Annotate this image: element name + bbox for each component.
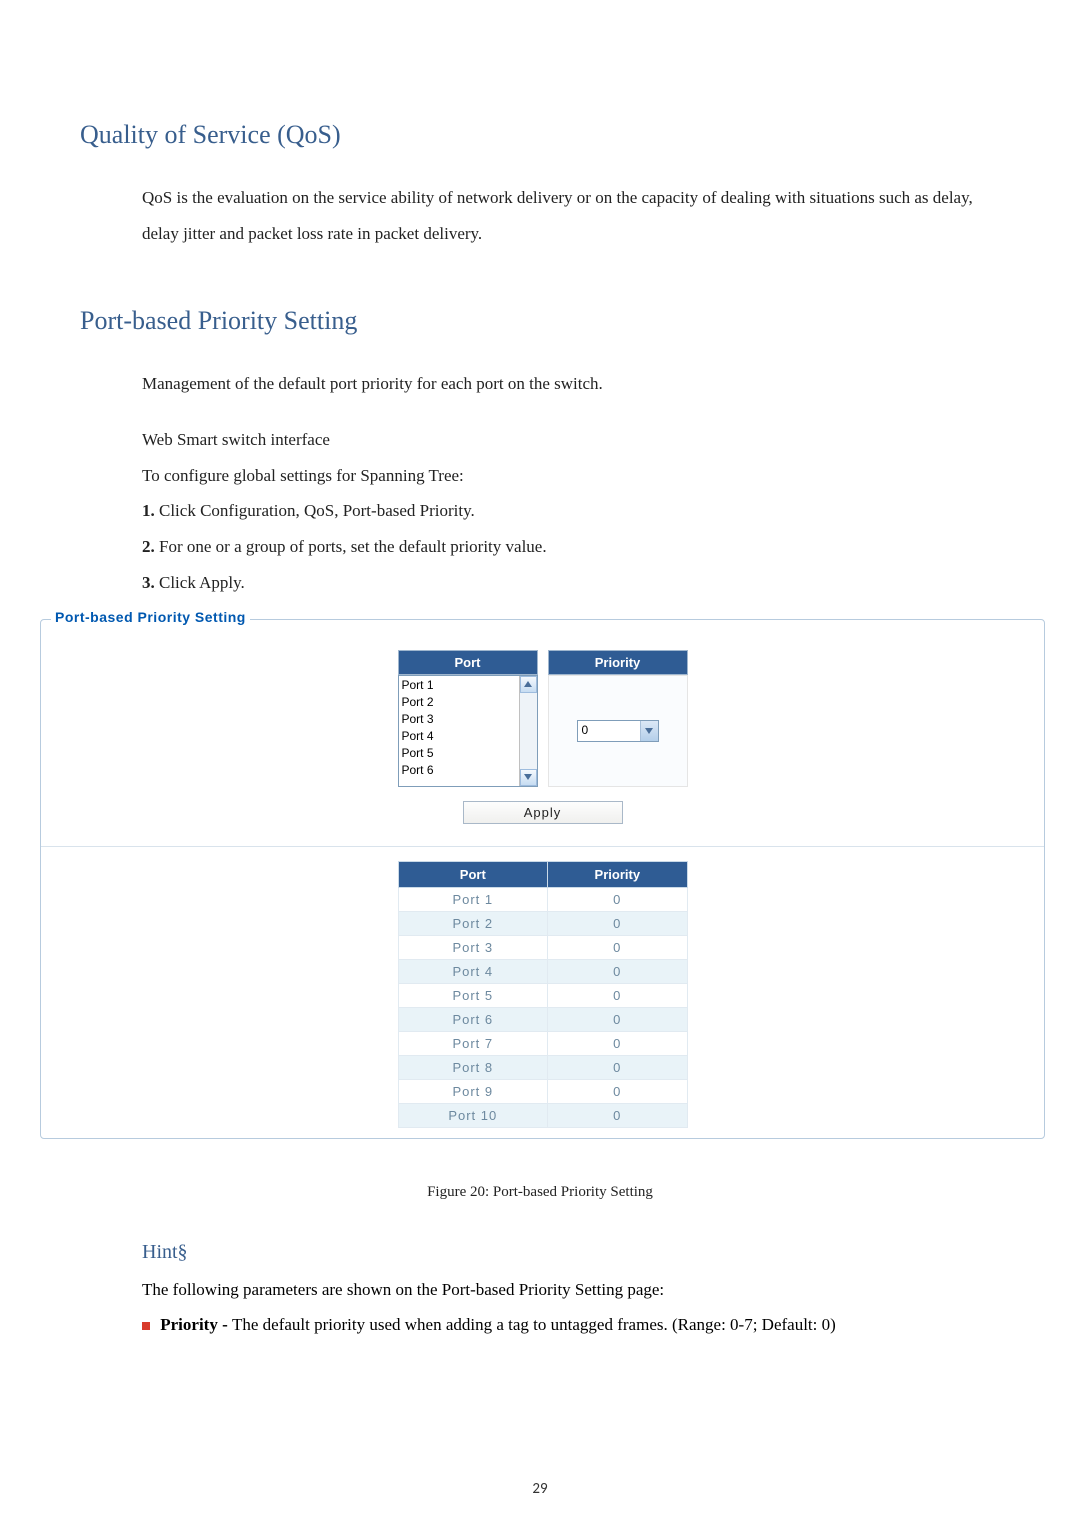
hint-intro: The following parameters are shown on th… <box>142 1272 1000 1308</box>
cell-port: Port 7 <box>398 1031 548 1055</box>
interface-line: Web Smart switch interface <box>142 422 980 458</box>
step-num-2: 2. <box>142 537 155 556</box>
step-num-3: 3. <box>142 573 155 592</box>
priority-result-table: Port Priority Port 10 Port 20 Port 30 Po… <box>398 861 688 1128</box>
priority-select[interactable]: 0 <box>577 720 659 742</box>
cell-port: Port 4 <box>398 959 548 983</box>
port-list-items: Port 1 Port 2 Port 3 Port 4 Port 5 Port … <box>399 676 519 786</box>
document-page: Quality of Service (QoS) QoS is the eval… <box>0 0 1080 1528</box>
step-text-1: Click Configuration, QoS, Port-based Pri… <box>155 501 475 520</box>
scroll-down-button[interactable] <box>520 769 537 786</box>
qos-heading: Quality of Service (QoS) <box>80 120 1000 150</box>
hint-heading: Hint§ <box>142 1241 1000 1264</box>
config-line: To configure global settings for Spannin… <box>142 458 980 494</box>
bullet-square-icon <box>142 1322 150 1330</box>
priority-select-value: 0 <box>578 721 640 741</box>
step-text-3: Click Apply. <box>155 573 245 592</box>
cell-port: Port 2 <box>398 911 548 935</box>
cell-port: Port 5 <box>398 983 548 1007</box>
cell-port: Port 6 <box>398 1007 548 1031</box>
step-text-2: For one or a group of ports, set the def… <box>155 537 547 556</box>
cell-port: Port 10 <box>398 1103 548 1127</box>
port-priority-fieldset: Port-based Priority Setting Port Port 1 … <box>40 619 1045 1139</box>
table-row: Port 90 <box>398 1079 687 1103</box>
cell-priority: 0 <box>548 887 687 911</box>
cell-priority: 0 <box>548 1103 687 1127</box>
table-row: Port 10 <box>398 887 687 911</box>
priority-column: Priority 0 <box>548 650 688 787</box>
cell-port: Port 8 <box>398 1055 548 1079</box>
scrollbar[interactable] <box>519 676 537 786</box>
port-option[interactable]: Port 5 <box>402 745 516 762</box>
port-column-header: Port <box>398 650 538 675</box>
scroll-track[interactable] <box>520 693 537 769</box>
scroll-up-button[interactable] <box>520 676 537 693</box>
cell-port: Port 1 <box>398 887 548 911</box>
cell-port: Port 3 <box>398 935 548 959</box>
port-listbox[interactable]: Port 1 Port 2 Port 3 Port 4 Port 5 Port … <box>398 675 538 787</box>
hint-bullet-label: Priority - <box>160 1315 232 1334</box>
chevron-down-icon <box>645 728 653 734</box>
table-row: Port 70 <box>398 1031 687 1055</box>
table-row: Port 20 <box>398 911 687 935</box>
table-row: Port 100 <box>398 1103 687 1127</box>
table-row: Port 50 <box>398 983 687 1007</box>
cell-priority: 0 <box>548 1007 687 1031</box>
cell-priority: 0 <box>548 1055 687 1079</box>
cell-priority: 0 <box>548 959 687 983</box>
step-1: 1. Click Configuration, QoS, Port-based … <box>142 493 980 529</box>
port-option[interactable]: Port 2 <box>402 694 516 711</box>
cell-priority: 0 <box>548 1031 687 1055</box>
step-3: 3. Click Apply. <box>142 565 980 601</box>
table-row: Port 30 <box>398 935 687 959</box>
cell-priority: 0 <box>548 1079 687 1103</box>
apply-row: Apply <box>41 801 1044 824</box>
config-row: Port Port 1 Port 2 Port 3 Port 4 Port 5 … <box>41 650 1044 787</box>
fieldset-legend: Port-based Priority Setting <box>51 609 250 625</box>
port-column: Port Port 1 Port 2 Port 3 Port 4 Port 5 … <box>398 650 538 787</box>
priority-select-button[interactable] <box>640 721 658 741</box>
port-option[interactable]: Port 1 <box>402 677 516 694</box>
table-row: Port 40 <box>398 959 687 983</box>
port-option[interactable]: Port 4 <box>402 728 516 745</box>
divider <box>41 846 1044 847</box>
port-priority-intro: Management of the default port priority … <box>142 366 980 402</box>
table-row: Port 60 <box>398 1007 687 1031</box>
figure-caption: Figure 20: Port-based Priority Setting <box>80 1184 1000 1201</box>
cell-priority: 0 <box>548 983 687 1007</box>
port-option[interactable]: Port 3 <box>402 711 516 728</box>
cell-port: Port 9 <box>398 1079 548 1103</box>
hint-bullet: Priority - The default priority used whe… <box>142 1307 1000 1343</box>
result-header-port: Port <box>398 861 548 887</box>
table-row: Port 80 <box>398 1055 687 1079</box>
chevron-up-icon <box>524 681 532 687</box>
priority-column-header: Priority <box>548 650 688 675</box>
apply-button[interactable]: Apply <box>463 801 623 824</box>
chevron-down-icon <box>524 774 532 780</box>
cell-priority: 0 <box>548 935 687 959</box>
step-2: 2. For one or a group of ports, set the … <box>142 529 980 565</box>
qos-body: QoS is the evaluation on the service abi… <box>142 180 980 251</box>
result-header-priority: Priority <box>548 861 687 887</box>
hint-bullet-text: The default priority used when adding a … <box>232 1315 836 1334</box>
port-priority-heading: Port-based Priority Setting <box>80 306 1000 336</box>
result-tbody: Port 10 Port 20 Port 30 Port 40 Port 50 … <box>398 887 687 1127</box>
page-number: 29 <box>0 1480 1080 1498</box>
priority-cell: 0 <box>548 675 688 787</box>
port-option[interactable]: Port 6 <box>402 762 516 779</box>
cell-priority: 0 <box>548 911 687 935</box>
step-num-1: 1. <box>142 501 155 520</box>
